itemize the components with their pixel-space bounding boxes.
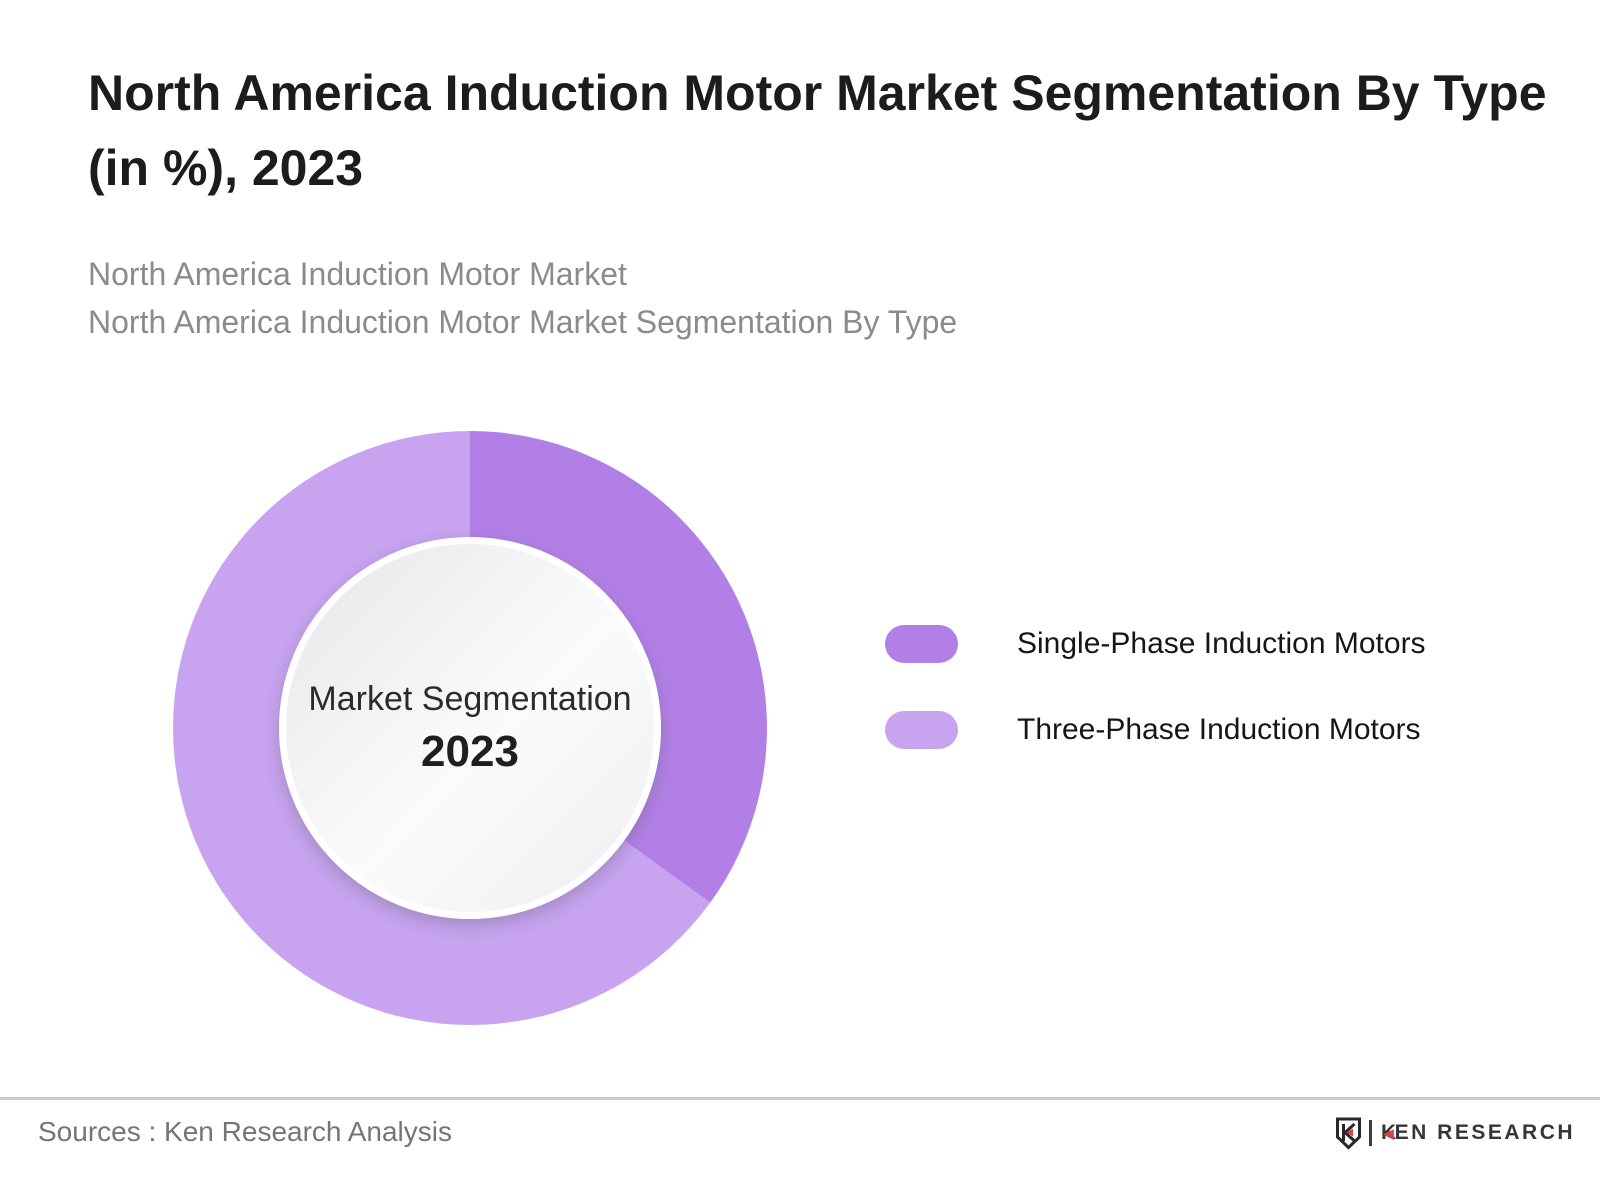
- legend-label-single-phase: Single-Phase Induction Motors: [1017, 627, 1426, 660]
- legend: Single-Phase Induction Motors Three-Phas…: [885, 625, 1426, 797]
- logo-text: K ◀ EN RESEARCH: [1381, 1121, 1576, 1144]
- donut-center: Market Segmentation 2023: [279, 537, 661, 919]
- chart-subtitle-line2: North America Induction Motor Market Seg…: [88, 304, 958, 340]
- legend-item-single-phase: Single-Phase Induction Motors: [885, 625, 1426, 663]
- legend-swatch-three-phase: [885, 711, 958, 749]
- legend-item-three-phase: Three-Phase Induction Motors: [885, 711, 1426, 749]
- logo-red-triangle-icon: ◀: [1383, 1126, 1394, 1141]
- donut-center-label: Market Segmentation: [308, 679, 632, 718]
- donut-chart: Market Segmentation 2023: [173, 431, 767, 1025]
- logo-divider-bar: [1369, 1120, 1372, 1146]
- ken-research-logo: K ◀ EN RESEARCH: [1335, 1116, 1575, 1150]
- chart-title: North America Induction Motor Market Seg…: [88, 65, 1547, 196]
- legend-swatch-single-phase: [885, 625, 958, 663]
- donut-center-year: 2023: [421, 726, 519, 776]
- footer-divider: [0, 1097, 1600, 1100]
- source-text: Sources : Ken Research Analysis: [38, 1116, 452, 1147]
- ken-research-shield-icon: [1336, 1117, 1361, 1150]
- legend-label-three-phase: Three-Phase Induction Motors: [1017, 713, 1421, 746]
- chart-subtitle-line1: North America Induction Motor Market: [88, 256, 627, 292]
